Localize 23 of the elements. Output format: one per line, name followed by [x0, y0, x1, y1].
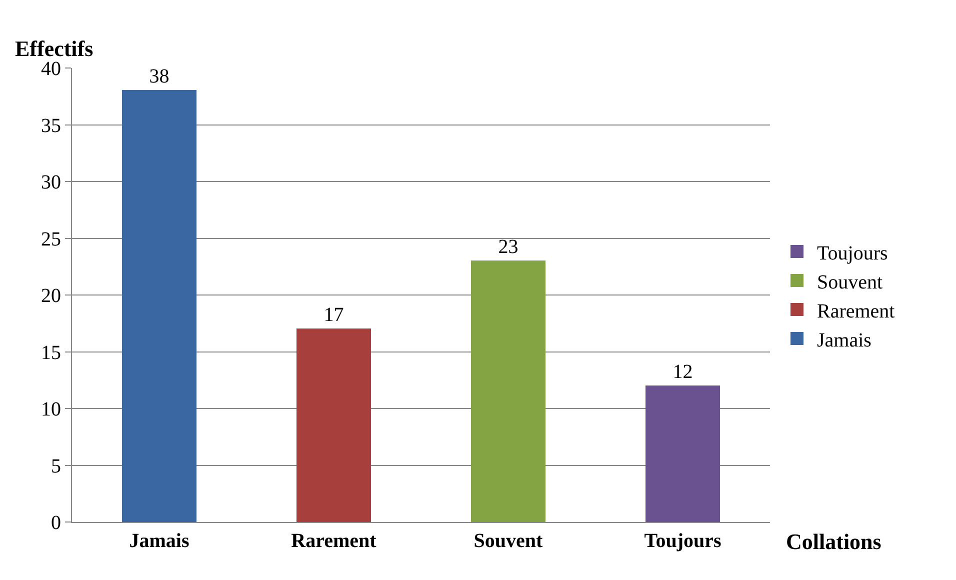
y-tick-label: 0: [51, 512, 61, 534]
x-tick-label: Toujours: [644, 530, 722, 552]
legend-label: Jamais: [816, 329, 872, 352]
y-tick-label: 20: [41, 285, 61, 307]
y-tick-label: 40: [41, 58, 61, 80]
x-tick-label: Rarement: [291, 530, 377, 552]
y-tick-label: 30: [41, 172, 61, 194]
data-label: 38: [149, 66, 170, 88]
x-tick-label: Souvent: [474, 530, 544, 552]
legend-label: Rarement: [816, 300, 896, 322]
data-label: 23: [498, 236, 518, 258]
x-tick-label: Jamais: [129, 530, 190, 552]
legend-label: Souvent: [816, 271, 883, 294]
y-tick-label: 35: [41, 114, 61, 137]
y-tick-label: 25: [41, 228, 61, 250]
y-tick-label: 5: [51, 455, 61, 478]
x-axis-title: Collations: [786, 529, 882, 554]
y-axis-title: Effectifs: [15, 36, 94, 61]
y-tick-label: 10: [41, 398, 61, 420]
y-tick-label: 15: [41, 342, 61, 364]
legend-label: Toujours: [816, 242, 888, 264]
data-label: 12: [672, 360, 693, 383]
data-label: 17: [324, 304, 344, 326]
